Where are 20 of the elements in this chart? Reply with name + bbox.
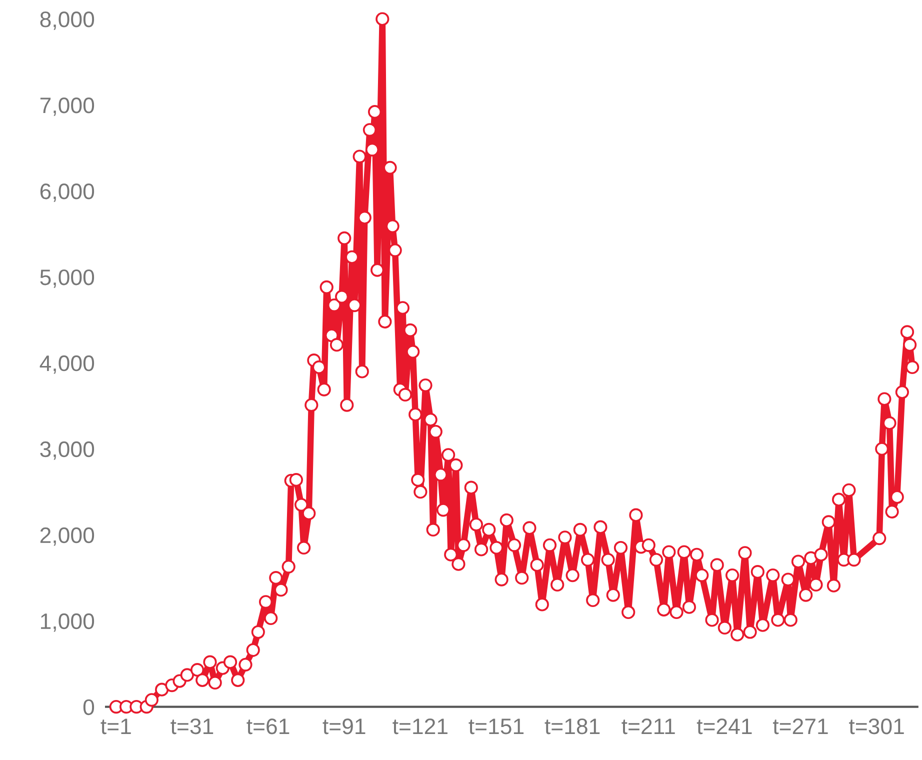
y-tick-label: 8,000 <box>40 12 94 30</box>
y-tick-label: 4,000 <box>40 355 94 374</box>
x-tick-label: t=1 <box>100 718 131 734</box>
y-tick-label: 0 <box>83 699 94 716</box>
x-tick-label: t=241 <box>696 718 752 734</box>
x-tick-label: t=91 <box>322 718 366 734</box>
x-tick-label: t=151 <box>468 718 524 734</box>
y-tick-label: 7,000 <box>40 98 94 116</box>
x-tick-label: t=301 <box>849 718 904 734</box>
y-tick-label: 5,000 <box>40 269 94 288</box>
x-tick-label: t=181 <box>544 718 600 734</box>
x-tick-label: t=61 <box>246 718 290 734</box>
y-tick-label: 2,000 <box>40 527 94 546</box>
x-tick-label: t=121 <box>392 718 448 734</box>
x-tick-label: t=271 <box>772 718 828 734</box>
x-tick-label: t=211 <box>622 718 675 734</box>
y-tick-label: 6,000 <box>40 183 94 202</box>
x-tick-label: t=31 <box>170 718 214 734</box>
y-tick-label: 3,000 <box>40 441 94 460</box>
y-tick-label: 1,000 <box>41 613 94 632</box>
